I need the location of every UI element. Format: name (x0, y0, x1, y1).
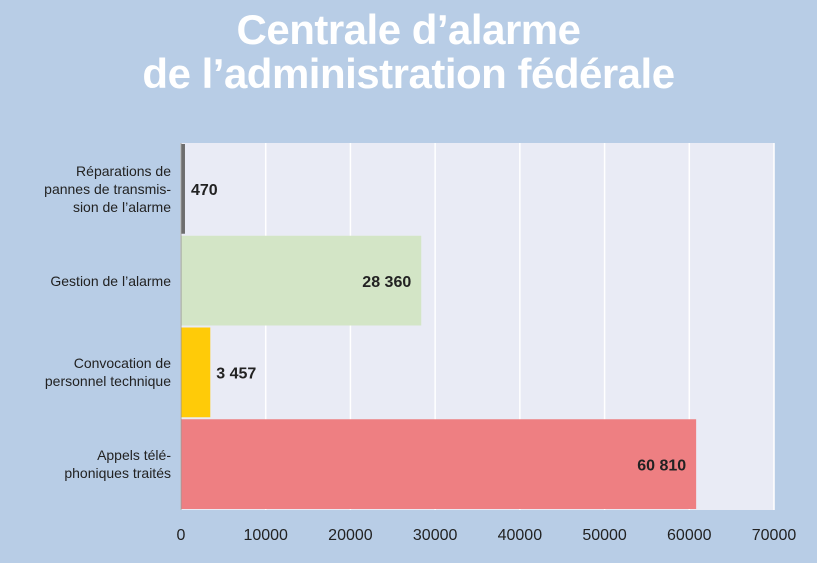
bar (181, 144, 185, 234)
x-tick-label: 70000 (752, 527, 797, 544)
bar (181, 235, 422, 326)
value-label: 28 360 (362, 274, 411, 291)
y-tick-label: Réparations de pannes de transmis- sion … (44, 162, 171, 215)
y-tick-label: Gestion de l’alarme (50, 272, 171, 289)
x-tick-label: 60000 (667, 527, 712, 544)
chart-title: Centrale d’alarme de l’administration fé… (142, 6, 675, 97)
x-tick-label: 20000 (328, 527, 373, 544)
x-tick-label: 0 (177, 527, 186, 544)
value-label: 60 810 (637, 457, 686, 474)
bar (181, 327, 211, 418)
bar (181, 419, 697, 509)
y-tick-label: Convocation de personnel technique (44, 355, 171, 390)
y-tick-label: Appels télé- phoniques traités (64, 447, 171, 482)
x-tick-label: 40000 (498, 527, 543, 544)
value-label: 3 457 (216, 366, 256, 383)
x-tick-label: 10000 (243, 527, 288, 544)
x-tick-label: 50000 (582, 527, 627, 544)
value-label: 470 (191, 182, 218, 199)
x-tick-label: 30000 (413, 527, 458, 544)
